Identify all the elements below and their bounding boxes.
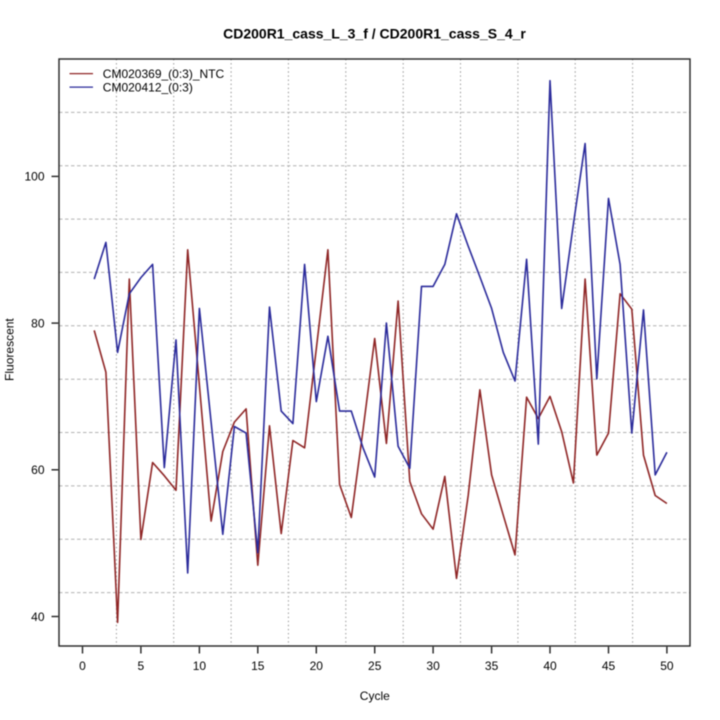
svg-text:0: 0 — [79, 659, 86, 673]
svg-text:45: 45 — [602, 659, 616, 673]
svg-text:80: 80 — [31, 316, 45, 330]
svg-text:20: 20 — [310, 659, 324, 673]
svg-text:40: 40 — [31, 610, 45, 624]
svg-text:50: 50 — [660, 659, 674, 673]
svg-text:25: 25 — [368, 659, 382, 673]
svg-text:60: 60 — [31, 463, 45, 477]
svg-text:Cycle: Cycle — [360, 689, 390, 703]
svg-text:15: 15 — [251, 659, 265, 673]
svg-text:Fluorescent: Fluorescent — [3, 318, 17, 381]
svg-text:30: 30 — [426, 659, 440, 673]
svg-text:CM020369_(0:3)_NTC: CM020369_(0:3)_NTC — [103, 67, 225, 81]
svg-text:10: 10 — [193, 659, 207, 673]
svg-text:5: 5 — [138, 659, 145, 673]
svg-text:CM020412_(0:3): CM020412_(0:3) — [103, 80, 193, 94]
svg-text:100: 100 — [24, 170, 44, 184]
svg-text:CD200R1_cass_L_3_f / CD200R1_c: CD200R1_cass_L_3_f / CD200R1_cass_S_4_r — [223, 26, 526, 42]
svg-text:35: 35 — [485, 659, 499, 673]
svg-text:40: 40 — [543, 659, 557, 673]
